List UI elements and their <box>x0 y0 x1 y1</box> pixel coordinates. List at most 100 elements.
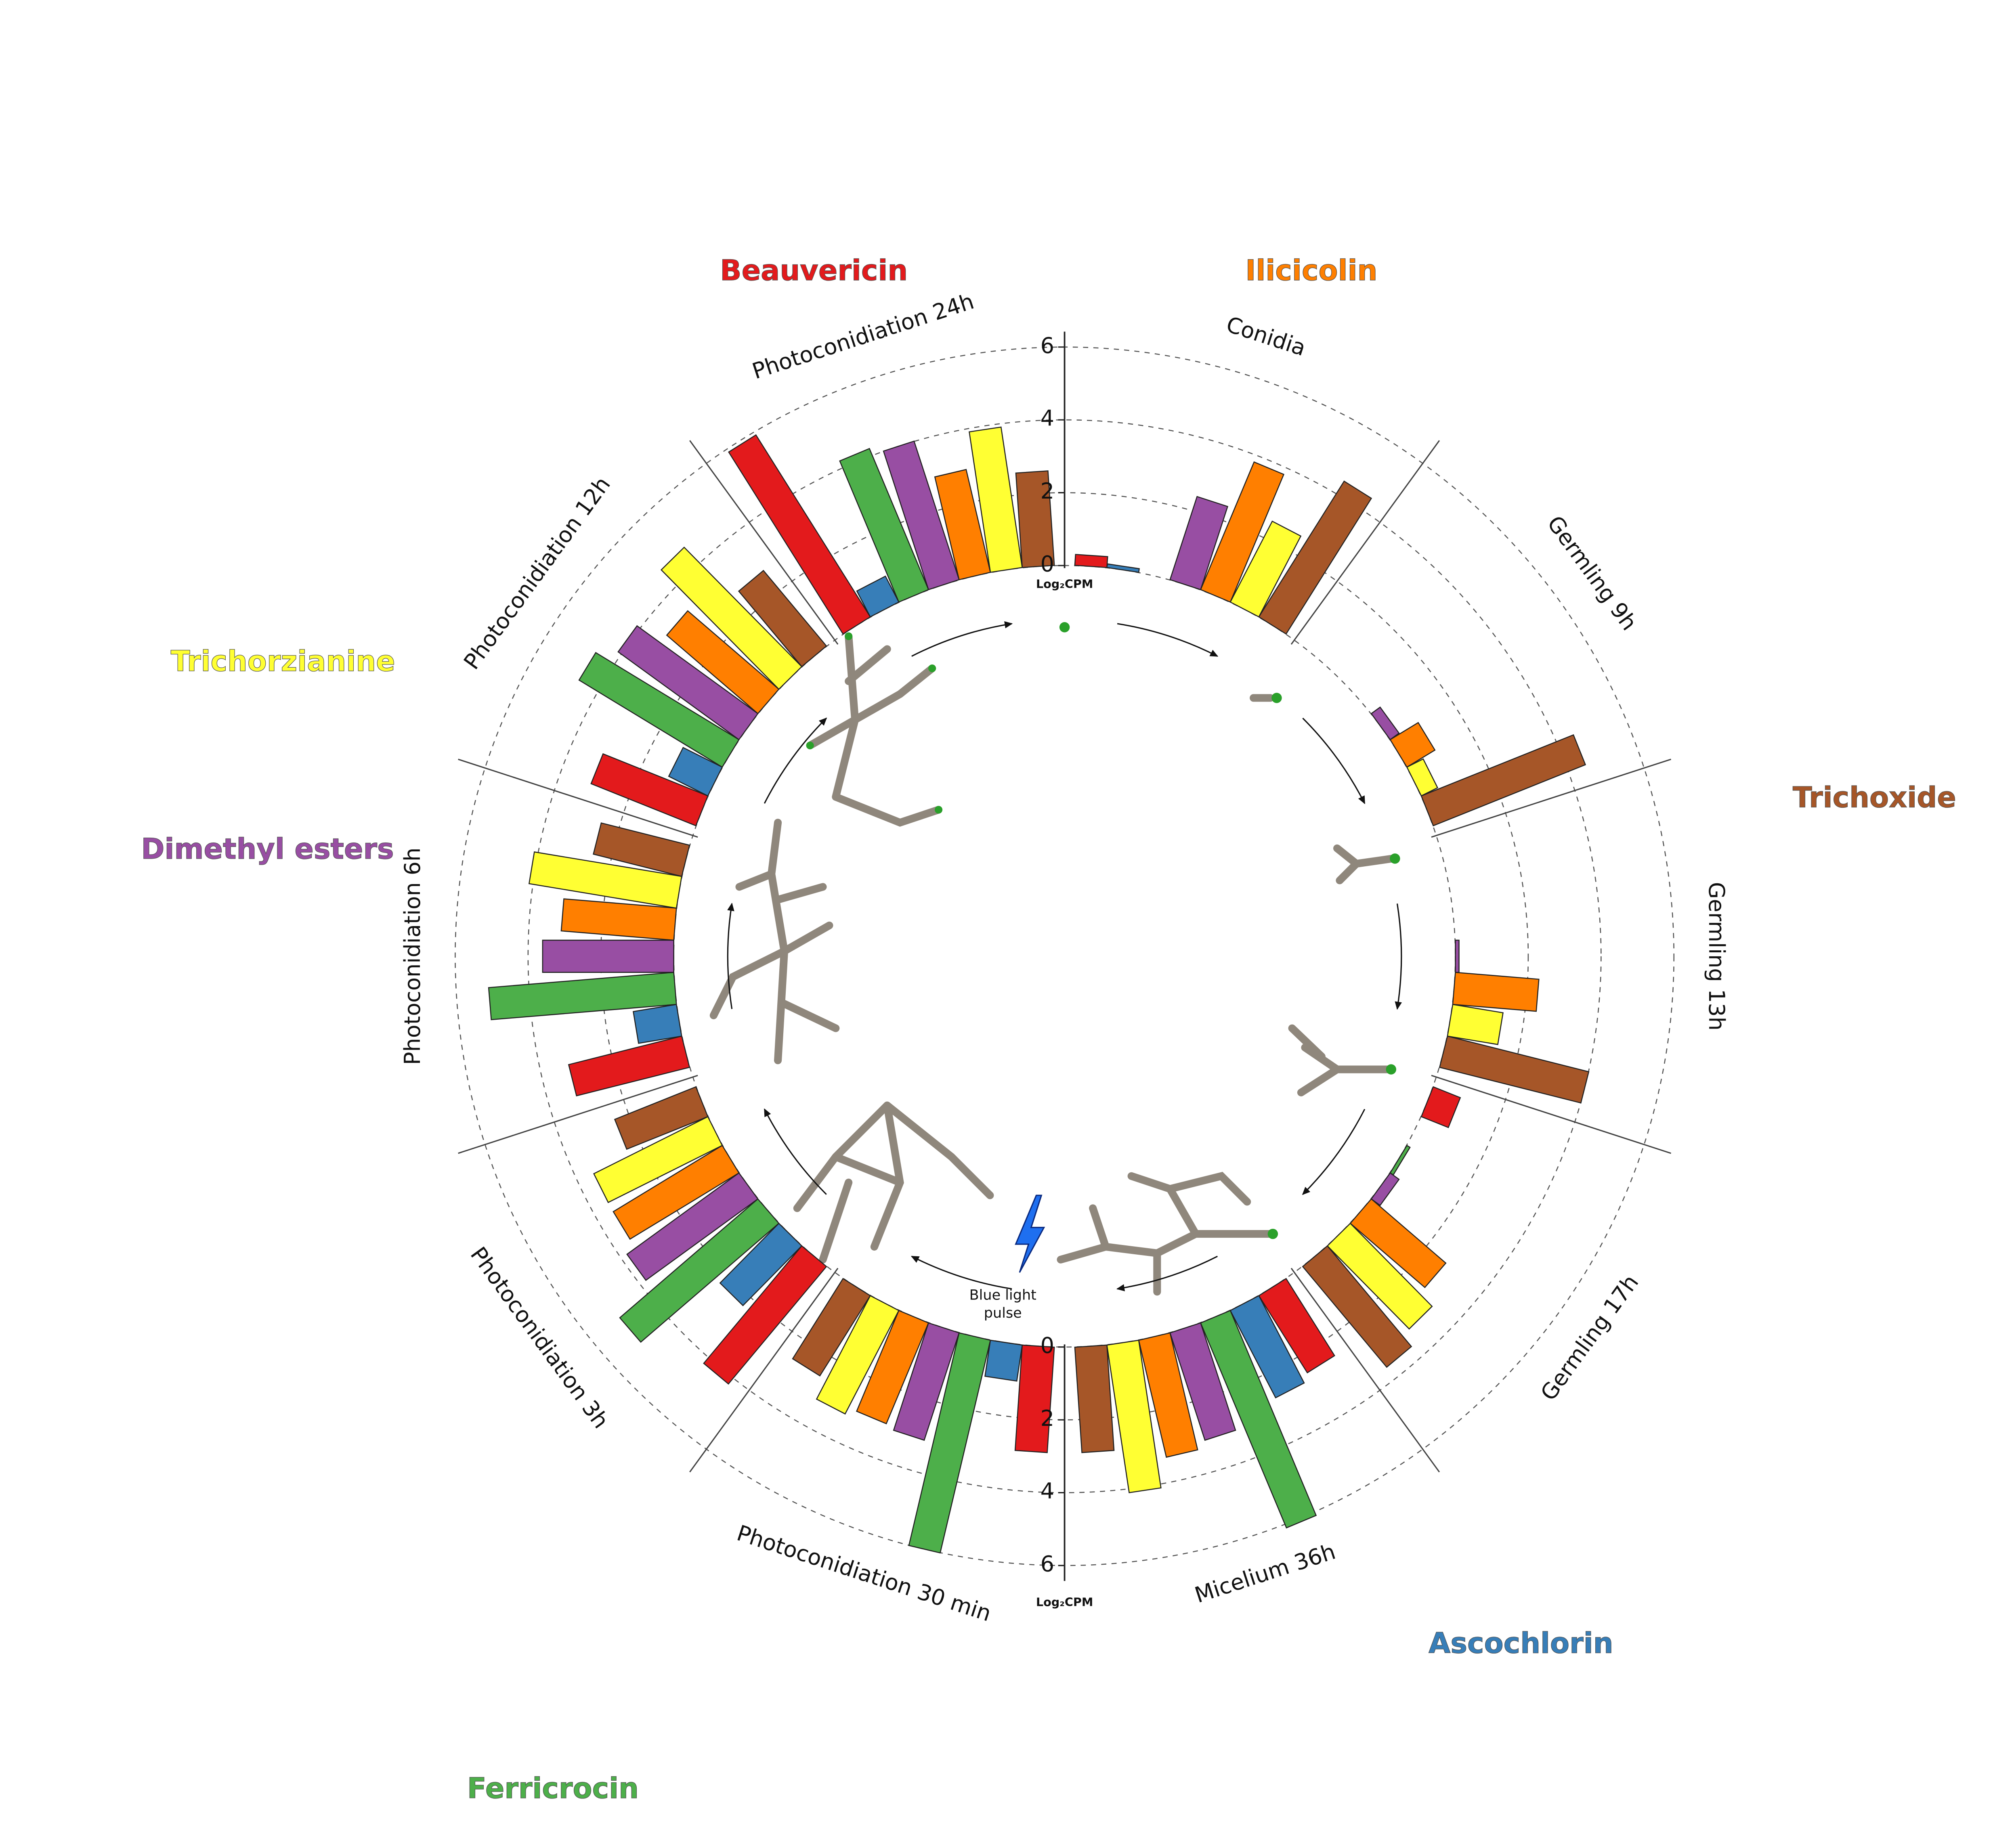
cycle-arrow <box>764 717 827 804</box>
bar <box>1169 496 1229 591</box>
bar <box>619 1198 780 1343</box>
sector-divider <box>1431 759 1672 838</box>
bar <box>1302 1245 1412 1368</box>
bar <box>1406 758 1439 797</box>
bar <box>614 1086 709 1150</box>
bar <box>1370 1172 1400 1206</box>
cycle-arrow <box>1116 1255 1218 1291</box>
bar <box>1455 939 1460 973</box>
category-label: Germling 13h <box>1704 882 1729 1031</box>
bar <box>626 1172 759 1281</box>
bar <box>1138 1332 1198 1458</box>
bar <box>578 652 740 768</box>
category-label: Photoconidiation 6h <box>400 848 425 1065</box>
bar <box>632 1004 682 1044</box>
legend-label: Ascochlorin <box>1429 1626 1613 1660</box>
bar <box>703 1245 827 1385</box>
blue-light-bolt <box>1015 1195 1045 1273</box>
y-tick-label: 6 <box>1041 1551 1054 1577</box>
bar <box>1389 1144 1411 1176</box>
category-label: Conidia <box>1223 312 1309 361</box>
bar <box>613 1144 740 1240</box>
bar <box>816 1295 900 1415</box>
category-label: Photoconidiation 12h <box>459 472 615 674</box>
legend-label: Trichoxide <box>1793 781 1956 814</box>
bar <box>1106 1339 1162 1494</box>
category-label: Germling 17h <box>1536 1270 1643 1405</box>
axis-label: Log₂CPM <box>1036 577 1093 591</box>
y-tick-label: 4 <box>1041 1478 1054 1504</box>
bar <box>1200 1310 1317 1529</box>
cycle-arrow <box>911 621 1013 657</box>
bar <box>1169 1322 1236 1441</box>
bar <box>1014 1344 1055 1453</box>
bar <box>1420 734 1586 827</box>
y-tick-label: 2 <box>1041 478 1054 504</box>
annotation: Blue light <box>969 1287 1036 1303</box>
category-label: Germling 9h <box>1542 511 1642 635</box>
sector-divider <box>1290 440 1440 645</box>
sector-divider <box>689 440 839 645</box>
cycle-arrow <box>1395 903 1402 1010</box>
sector-divider <box>458 1075 698 1154</box>
legend-label: Trichorzianine <box>171 645 395 678</box>
bar <box>719 1222 803 1306</box>
bar <box>893 1322 960 1441</box>
bar <box>1229 520 1302 618</box>
cycle-arrow <box>1117 623 1219 657</box>
bar <box>1407 1117 1421 1145</box>
bar <box>568 1035 690 1097</box>
bar <box>1229 1295 1305 1399</box>
legend-label: Ilicicolin <box>1245 254 1377 287</box>
bar <box>1200 461 1285 603</box>
y-tick-label: 0 <box>1041 551 1054 577</box>
bar <box>839 448 929 603</box>
bar <box>792 1278 871 1377</box>
bar <box>1139 572 1170 580</box>
hyphae <box>709 632 1397 1296</box>
bar <box>1447 1004 1504 1045</box>
cycle-arrow <box>910 1255 1012 1290</box>
sector-divider <box>1431 1075 1672 1154</box>
legend-label: Ferricrocin <box>467 1772 639 1805</box>
legend-label: Dimethyl esters <box>141 832 394 866</box>
spores <box>806 622 1400 1239</box>
bar <box>1074 1344 1115 1453</box>
bar <box>908 1332 991 1554</box>
bar <box>1350 689 1371 713</box>
annotation: pulse <box>984 1305 1022 1321</box>
category-label: Photoconidiation 24h <box>749 288 977 384</box>
bar <box>1106 563 1140 573</box>
bar <box>666 610 780 715</box>
bar <box>856 575 900 618</box>
bar <box>1370 706 1400 740</box>
cycle-arrow <box>1302 1109 1366 1195</box>
life-cycle-illustration <box>709 622 1400 1296</box>
bar <box>488 972 677 1021</box>
cycle-arrow <box>1302 717 1366 805</box>
sector-divider <box>689 1268 839 1473</box>
bar <box>934 469 991 581</box>
bar <box>1074 554 1108 568</box>
bar <box>1453 908 1456 940</box>
bar <box>593 822 690 877</box>
bar <box>856 1310 929 1425</box>
bar <box>590 753 709 827</box>
y-tick-label: 2 <box>1041 1406 1054 1431</box>
bar <box>984 1339 1023 1382</box>
y-tick-label: 6 <box>1041 333 1054 358</box>
bar <box>1349 1198 1447 1289</box>
bar <box>1328 666 1351 689</box>
bar <box>1326 1222 1433 1330</box>
legend-label: Beauvericin <box>720 254 908 287</box>
bar <box>883 440 960 591</box>
cycle-arrow <box>727 903 734 1009</box>
bar <box>1452 972 1540 1012</box>
bar <box>1439 1035 1590 1104</box>
category-label: Micelium 36h <box>1192 1538 1338 1608</box>
grid-circle <box>673 565 1456 1348</box>
bar <box>668 747 723 797</box>
y-tick-label: 0 <box>1041 1333 1054 1358</box>
bar <box>738 570 827 668</box>
